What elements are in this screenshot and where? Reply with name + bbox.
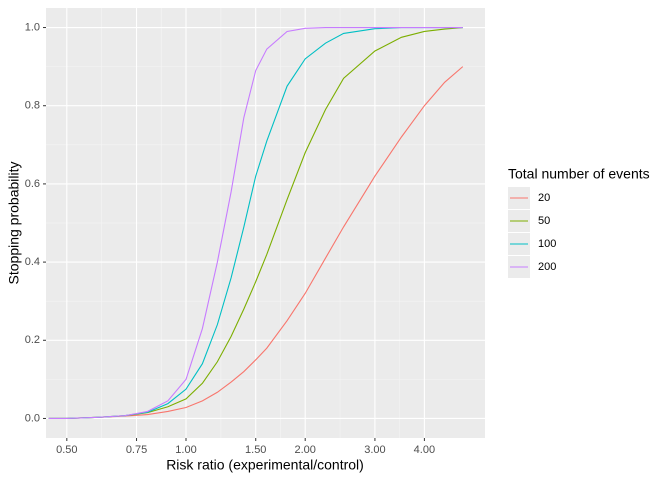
y-tick-label: 0.4	[25, 256, 40, 268]
legend-label: 20	[538, 192, 550, 204]
legend-label: 100	[538, 238, 556, 250]
x-tick-label: 1.50	[245, 444, 266, 456]
x-tick-label: 1.00	[175, 444, 196, 456]
series-line	[48, 26, 463, 420]
legend-label: 200	[538, 261, 556, 273]
x-tick-label: 3.00	[364, 444, 385, 456]
x-axis-label: Risk ratio (experimental/control)	[166, 457, 364, 473]
y-tick-label: 0.2	[25, 334, 40, 346]
x-tick-label: 4.00	[414, 444, 435, 456]
y-axis-label: Stopping probability	[6, 162, 22, 285]
x-tick-label: 2.00	[294, 444, 315, 456]
y-tick-label: 0.6	[25, 178, 40, 190]
x-tick-label: 0.50	[56, 444, 77, 456]
legend-title: Total number of events	[508, 166, 650, 182]
y-tick-label: 0.8	[25, 100, 40, 112]
legend-label: 50	[538, 215, 550, 227]
y-tick-label: 0.0	[25, 412, 40, 424]
x-tick-label: 0.75	[126, 444, 147, 456]
series-line	[48, 66, 464, 420]
y-tick-label: 1.0	[25, 21, 40, 33]
